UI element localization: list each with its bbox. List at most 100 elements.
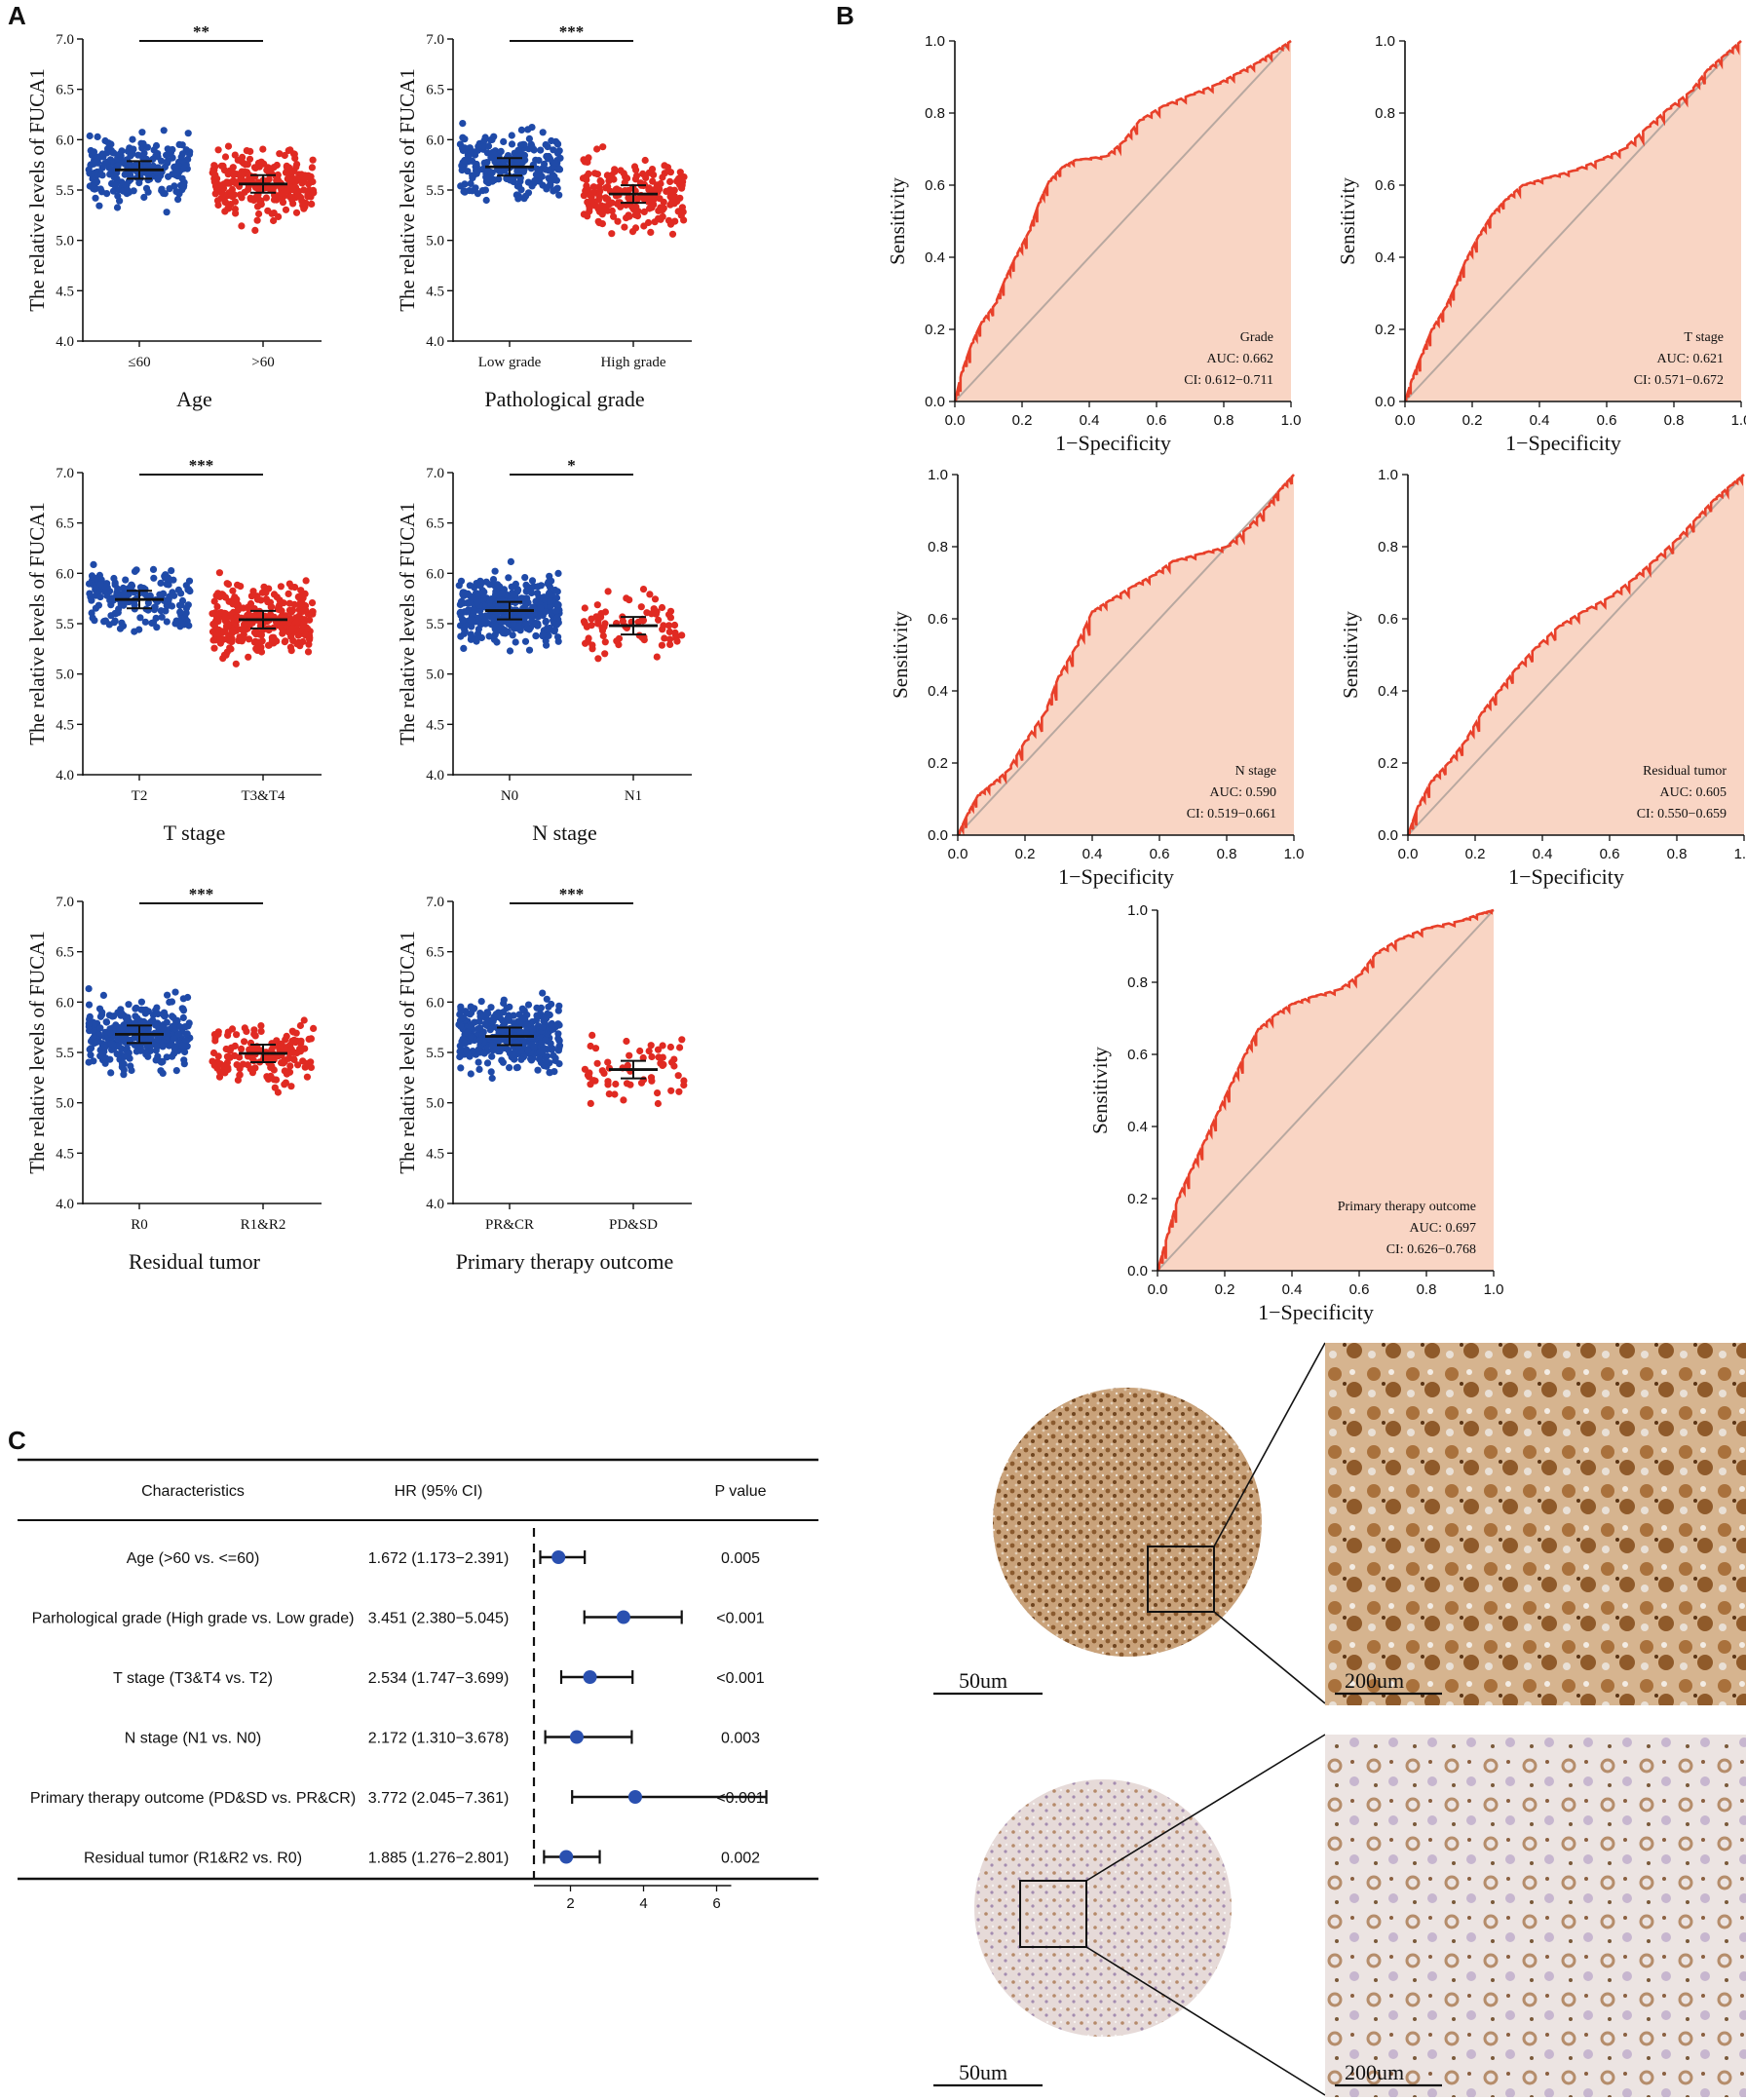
- data-point: [149, 162, 157, 170]
- y-tick-label: 6.0: [426, 995, 444, 1011]
- y-tick-label: 0.8: [1378, 539, 1398, 555]
- y-tick-label: 0.2: [1375, 322, 1395, 338]
- y-tick-label: 6.0: [56, 566, 74, 582]
- data-point: [675, 1088, 683, 1095]
- data-point: [658, 641, 666, 649]
- roc-5: 0.00.0 0.2 0.2 0.4 0.4 0.6 0.6 0.8 0.8 1.0 1.0 Sens…: [1088, 902, 1503, 1324]
- x-tick-label: 0.4: [1530, 412, 1550, 429]
- data-point: [542, 618, 550, 626]
- data-point: [458, 167, 466, 174]
- data-point: [587, 1042, 594, 1050]
- y-tick-label: 4.5: [56, 284, 74, 299]
- data-point: [111, 181, 119, 189]
- data-point: [135, 179, 143, 187]
- data-point: [166, 998, 173, 1006]
- data-point: [599, 631, 607, 640]
- data-point: [666, 201, 674, 209]
- data-point: [249, 588, 257, 595]
- data-point: [587, 1099, 594, 1107]
- data-point: [500, 137, 508, 145]
- data-point: [174, 1030, 182, 1039]
- data-point: [641, 156, 649, 165]
- data-point: [118, 147, 126, 155]
- data-point: [114, 1035, 122, 1043]
- forest-row-hr: 2.534 (1.747−3.699): [368, 1670, 510, 1687]
- data-point: [529, 1025, 537, 1033]
- data-point: [519, 1037, 527, 1045]
- data-point: [140, 193, 148, 202]
- x-axis-label: 1−Specificity: [1505, 431, 1621, 455]
- data-point: [531, 176, 539, 185]
- data-point: [214, 146, 222, 154]
- data-point: [85, 1058, 93, 1066]
- ihc-d-scale-left-label: 50um: [959, 1668, 1007, 1693]
- y-tick-label: 1.0: [1375, 33, 1395, 50]
- data-point: [176, 608, 184, 616]
- data-point: [106, 1029, 114, 1037]
- data-point: [551, 1023, 560, 1031]
- data-point: [488, 614, 496, 622]
- data-point: [247, 1065, 254, 1073]
- data-point: [134, 151, 142, 159]
- forest-row-hr: 3.772 (2.045−7.361): [368, 1790, 510, 1807]
- data-point: [636, 1047, 644, 1055]
- data-point: [309, 610, 317, 618]
- data-point: [554, 600, 562, 609]
- data-point: [503, 1004, 511, 1012]
- x-axis-label: 1−Specificity: [1508, 864, 1624, 889]
- data-point: [593, 601, 601, 609]
- data-point: [85, 1019, 93, 1027]
- data-point: [213, 602, 221, 611]
- data-point: [233, 595, 241, 603]
- data-point: [223, 648, 231, 656]
- data-point: [94, 133, 101, 140]
- data-point: [285, 1054, 292, 1062]
- data-point: [487, 1068, 495, 1076]
- data-point: [554, 569, 562, 578]
- y-tick-label: 6.5: [56, 516, 74, 532]
- data-point: [257, 596, 265, 604]
- data-point: [680, 216, 688, 224]
- ihc-d-zoom-box: [1147, 1546, 1215, 1613]
- data-point: [555, 147, 563, 155]
- data-point: [624, 174, 631, 182]
- data-point: [648, 1052, 656, 1061]
- data-point: [219, 190, 227, 198]
- data-point: [476, 577, 484, 585]
- data-point: [642, 173, 650, 181]
- data-point: [116, 625, 125, 632]
- x-tick-label: 0.4: [1080, 412, 1100, 429]
- forest-row-p: 0.002: [721, 1851, 760, 1867]
- roc-curve: [953, 39, 1292, 402]
- data-point: [119, 1034, 127, 1042]
- data-point: [209, 1049, 218, 1057]
- data-point: [126, 1054, 133, 1062]
- data-point: [505, 574, 512, 582]
- y-tick-label: 0.2: [1127, 1191, 1148, 1207]
- y-axis-label: The relative levels of FUCA1: [25, 68, 49, 312]
- data-point: [490, 635, 498, 643]
- data-point: [460, 644, 468, 653]
- data-point: [254, 196, 262, 204]
- data-point: [282, 637, 289, 645]
- data-point: [179, 995, 187, 1003]
- data-point: [264, 164, 272, 172]
- data-point: [236, 191, 244, 199]
- data-point: [460, 187, 468, 196]
- x-tick-label: 0.4: [1533, 846, 1553, 862]
- data-point: [254, 638, 262, 646]
- data-point: [172, 1067, 180, 1075]
- data-point: [466, 1052, 474, 1060]
- data-point: [107, 1069, 115, 1077]
- roc-auc: AUC: 0.590: [1210, 785, 1276, 800]
- data-point: [455, 582, 463, 590]
- data-point: [544, 143, 551, 151]
- data-point: [497, 147, 505, 155]
- y-tick-label: 0.4: [1375, 249, 1395, 266]
- data-point: [87, 1051, 95, 1059]
- data-point: [233, 1031, 241, 1039]
- data-point: [528, 182, 536, 190]
- data-point: [666, 640, 674, 649]
- data-point: [623, 1037, 630, 1046]
- data-point: [598, 220, 607, 228]
